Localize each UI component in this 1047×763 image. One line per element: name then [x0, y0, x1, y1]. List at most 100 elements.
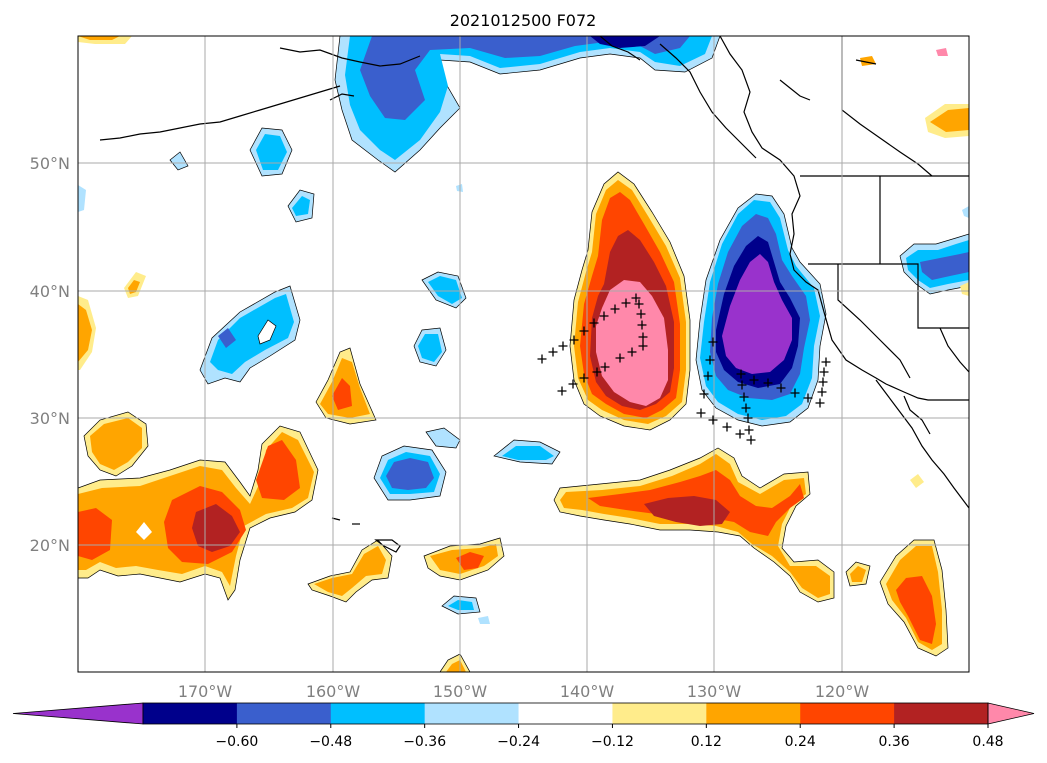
track-marker	[537, 354, 547, 364]
lon-label-170w: 170°W	[178, 682, 233, 701]
track-marker	[735, 429, 745, 439]
track-marker	[821, 357, 831, 367]
positive-anomaly-ne-dot	[936, 48, 948, 56]
positive-anomaly-bottom-inner	[446, 660, 466, 672]
anomaly-fields	[78, 36, 969, 672]
positive-anomaly-south-2-core	[456, 552, 484, 570]
lat-label-40n: 40°N	[30, 282, 70, 301]
negative-anomaly-gulf-of-alaska-core	[360, 36, 690, 120]
negative-anomaly-far-south-dot	[478, 616, 490, 624]
lon-label-120w: 120°W	[815, 682, 870, 701]
coastlines	[99, 36, 969, 553]
positive-anomaly-west-2-inner	[90, 418, 142, 470]
colorbar-segment	[800, 703, 895, 724]
positive-anomaly-southwest-red-1	[78, 508, 112, 560]
lon-label-140w: 140°W	[560, 682, 615, 701]
plot-title: 2021012500 F072	[450, 11, 597, 30]
track-marker	[817, 387, 827, 397]
latitude-labels: 50°N 40°N 30°N 20°N	[30, 154, 70, 555]
negative-anomaly-central-3-inner	[418, 334, 442, 362]
track-marker	[638, 341, 648, 351]
track-marker	[579, 373, 589, 383]
positive-anomaly-south-1-inner	[314, 546, 386, 596]
negative-anomaly-south-small	[425, 427, 461, 449]
colorbar: −0.60 −0.48 −0.36 −0.24 −0.12 0.12 0.24 0.36 0.4…	[12, 702, 1035, 750]
track-marker	[589, 318, 599, 328]
negative-anomaly-east-land-core	[920, 252, 969, 280]
track-marker	[743, 413, 753, 423]
track-marker	[637, 320, 647, 330]
colorbar-tick-label: −0.60	[215, 734, 258, 750]
colorbar-segment	[518, 703, 613, 724]
track-marker	[776, 383, 786, 393]
track-marker	[705, 355, 715, 365]
negative-anomaly-small-patch-2-inner	[292, 196, 310, 216]
colorbar-tick-label: 0.36	[879, 734, 910, 750]
southwest-hole	[136, 522, 152, 540]
lon-label-130w: 130°W	[687, 682, 742, 701]
track-marker	[815, 398, 825, 408]
positive-anomaly-east-land-dot	[960, 282, 969, 296]
lat-label-20n: 20°N	[30, 536, 70, 555]
colorbar-segment	[612, 703, 707, 724]
positive-anomaly-main-plume-core	[596, 280, 668, 406]
track-marker	[736, 369, 746, 379]
lon-label-160w: 160°W	[306, 682, 361, 701]
colorbar-segment	[143, 703, 238, 724]
negative-anomaly-central-west-core	[218, 328, 236, 348]
track-marker	[568, 379, 578, 389]
track-marker	[699, 389, 709, 399]
colorbar-segment	[894, 703, 989, 724]
positive-anomaly-southwest-red-3	[256, 440, 300, 500]
colorbar-tick-label: −0.12	[591, 734, 634, 750]
negative-anomaly-central-2-inner	[428, 276, 462, 304]
colorbar-segment	[236, 703, 332, 724]
negative-anomaly-gulf-of-alaska-inner	[345, 36, 712, 160]
colorbar-tick-label: −0.24	[497, 734, 540, 750]
positive-anomaly-ne-1-inner	[930, 108, 969, 132]
track-marker	[749, 375, 759, 385]
track-marker	[592, 367, 602, 377]
track-marker	[599, 311, 609, 321]
positive-anomaly-nw-corner-inner	[78, 36, 120, 40]
negative-anomaly-far-south-inner	[448, 600, 474, 610]
lat-label-50n: 50°N	[30, 154, 70, 173]
track-marker	[615, 353, 625, 363]
colorbar-segment	[330, 703, 426, 724]
central-west-hole	[257, 319, 277, 345]
lat-label-30n: 30°N	[30, 409, 70, 428]
track-marker	[708, 337, 718, 347]
colorbar-tick-label: 0.24	[785, 734, 816, 750]
positive-anomaly-east-central-core	[644, 496, 730, 526]
track-marker	[818, 377, 828, 387]
negative-anomaly-gulf-of-alaska-peak	[590, 36, 660, 48]
positive-anomaly-west-edge-inner	[78, 304, 92, 362]
track-marker	[790, 388, 800, 398]
track-marker	[548, 347, 558, 357]
map-panel	[77, 35, 970, 673]
negative-anomaly-east-edge-dot	[962, 206, 969, 218]
positive-anomaly-east-central-inner	[560, 454, 830, 598]
positive-anomaly-southwest-core	[192, 504, 240, 552]
colorbar-extend-low	[12, 702, 144, 725]
track-marker	[627, 347, 637, 357]
negative-anomaly-south-2-inner	[502, 446, 554, 460]
positive-anomaly-se-dot	[910, 474, 924, 488]
track-marker	[557, 386, 567, 396]
track-marker	[803, 393, 813, 403]
track-marker	[636, 309, 646, 319]
colorbar-tick-label: −0.36	[403, 734, 446, 750]
gridlines	[78, 36, 969, 672]
track-marker	[558, 341, 568, 351]
colorbar-outline	[142, 702, 989, 725]
longitude-labels: 170°W 160°W 150°W 140°W 130°W 120°W	[178, 682, 870, 701]
track-marker	[722, 422, 732, 432]
track-marker	[703, 371, 713, 381]
negative-anomaly-south-central-core	[386, 458, 434, 490]
negative-anomaly-small-patch-1-inner	[256, 134, 287, 170]
negative-anomaly-central-west-inner	[210, 294, 294, 374]
track-marker	[708, 415, 718, 425]
colorbar-segment	[424, 703, 520, 724]
track-marker	[819, 367, 829, 377]
